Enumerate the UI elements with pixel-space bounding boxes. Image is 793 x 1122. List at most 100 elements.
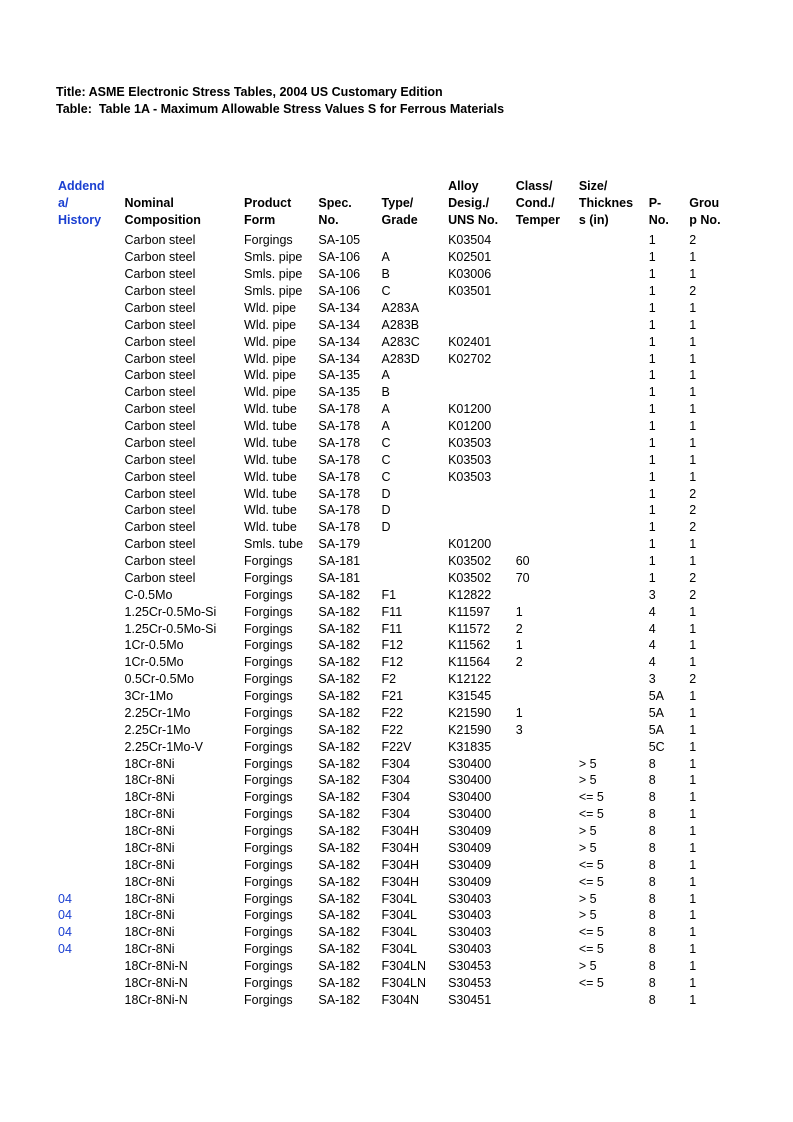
cell-product: Forgings [242, 789, 316, 806]
cell-spec: SA-135 [316, 384, 379, 401]
table-header: Addenda/History NominalComposition Produ… [56, 178, 737, 233]
col-header-line: Thicknes [579, 195, 645, 212]
cell-alloy: S30409 [446, 840, 514, 857]
cell-size [577, 722, 647, 739]
cell-group: 1 [687, 907, 737, 924]
cell-group: 1 [687, 688, 737, 705]
cell-alloy: S30403 [446, 924, 514, 941]
cell-alloy: S30400 [446, 756, 514, 773]
cell-size: <= 5 [577, 789, 647, 806]
cell-history [56, 688, 123, 705]
cell-spec: SA-181 [316, 570, 379, 587]
cell-history [56, 283, 123, 300]
cell-spec: SA-134 [316, 334, 379, 351]
cell-product: Forgings [242, 705, 316, 722]
cell-class [514, 317, 577, 334]
cell-spec: SA-105 [316, 232, 379, 249]
cell-history [56, 992, 123, 1009]
cell-group: 1 [687, 857, 737, 874]
cell-history [56, 249, 123, 266]
cell-type: D [380, 519, 447, 536]
cell-history [56, 266, 123, 283]
table-row: Carbon steelForgingsSA-181K035026011 [56, 553, 737, 570]
cell-nominal: Carbon steel [123, 266, 243, 283]
cell-alloy: S30403 [446, 941, 514, 958]
cell-alloy: K12122 [446, 671, 514, 688]
cell-spec: SA-182 [316, 722, 379, 739]
cell-nominal: 18Cr-8Ni-N [123, 992, 243, 1009]
table-row: 1.25Cr-0.5Mo-SiForgingsSA-182F11K1159714… [56, 604, 737, 621]
cell-group: 2 [687, 283, 737, 300]
cell-type: A [380, 418, 447, 435]
cell-class [514, 418, 577, 435]
cell-pno: 8 [647, 992, 688, 1009]
cell-spec: SA-179 [316, 536, 379, 553]
cell-type: D [380, 486, 447, 503]
cell-type [380, 570, 447, 587]
cell-spec: SA-178 [316, 452, 379, 469]
cell-history [56, 232, 123, 249]
cell-history [56, 756, 123, 773]
cell-nominal: 18Cr-8Ni [123, 840, 243, 857]
cell-nominal: 2.25Cr-1Mo-V [123, 739, 243, 756]
cell-nominal: 1Cr-0.5Mo [123, 637, 243, 654]
cell-group: 1 [687, 992, 737, 1009]
cell-nominal: Carbon steel [123, 452, 243, 469]
cell-nominal: 3Cr-1Mo [123, 688, 243, 705]
cell-product: Wld. pipe [242, 351, 316, 368]
table-row: Carbon steelSmls. pipeSA-106CK0350112 [56, 283, 737, 300]
cell-product: Forgings [242, 739, 316, 756]
col-header-nominal: NominalComposition [123, 178, 243, 233]
cell-alloy [446, 486, 514, 503]
cell-alloy: S30400 [446, 806, 514, 823]
cell-nominal: Carbon steel [123, 536, 243, 553]
cell-group: 1 [687, 604, 737, 621]
cell-group: 1 [687, 975, 737, 992]
cell-pno: 5A [647, 705, 688, 722]
cell-group: 1 [687, 924, 737, 941]
cell-class [514, 891, 577, 908]
cell-type: F304LN [380, 975, 447, 992]
cell-type: F304H [380, 874, 447, 891]
cell-nominal: Carbon steel [123, 351, 243, 368]
cell-class: 60 [514, 553, 577, 570]
cell-type: F304 [380, 789, 447, 806]
cell-size [577, 604, 647, 621]
cell-size [577, 705, 647, 722]
title-line-2: Table: Table 1A - Maximum Allowable Stre… [56, 101, 737, 118]
col-header-line: Type/ [382, 195, 445, 212]
cell-group: 1 [687, 722, 737, 739]
cell-pno: 8 [647, 874, 688, 891]
cell-alloy [446, 384, 514, 401]
col-header-line: p No. [689, 212, 735, 229]
cell-group: 1 [687, 891, 737, 908]
cell-size [577, 469, 647, 486]
table-row: Carbon steelForgingsSA-181K035027012 [56, 570, 737, 587]
cell-nominal: 18Cr-8Ni [123, 823, 243, 840]
cell-pno: 5A [647, 722, 688, 739]
cell-nominal: 18Cr-8Ni [123, 891, 243, 908]
cell-nominal: Carbon steel [123, 384, 243, 401]
cell-history [56, 806, 123, 823]
title-line-1: Title: ASME Electronic Stress Tables, 20… [56, 84, 737, 101]
cell-type: A283B [380, 317, 447, 334]
cell-pno: 1 [647, 334, 688, 351]
cell-group: 2 [687, 587, 737, 604]
cell-type [380, 553, 447, 570]
cell-pno: 8 [647, 857, 688, 874]
col-header-line: Composition [125, 212, 241, 229]
cell-pno: 4 [647, 637, 688, 654]
cell-alloy: K01200 [446, 401, 514, 418]
cell-type: F304H [380, 857, 447, 874]
cell-history [56, 604, 123, 621]
cell-alloy: K11572 [446, 621, 514, 638]
cell-product: Wld. pipe [242, 367, 316, 384]
col-header-line: Temper [516, 212, 575, 229]
cell-history [56, 739, 123, 756]
cell-alloy: K03503 [446, 452, 514, 469]
cell-alloy: S30400 [446, 772, 514, 789]
cell-size [577, 351, 647, 368]
cell-spec: SA-182 [316, 688, 379, 705]
cell-pno: 8 [647, 975, 688, 992]
cell-class: 3 [514, 722, 577, 739]
